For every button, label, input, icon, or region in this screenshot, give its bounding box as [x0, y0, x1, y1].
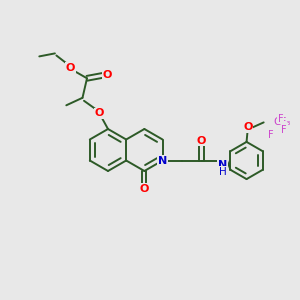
Text: O: O	[66, 63, 75, 73]
Text: F: F	[278, 114, 283, 124]
Text: O: O	[94, 108, 104, 118]
Text: F: F	[281, 125, 287, 135]
Text: N: N	[158, 155, 167, 166]
Text: F: F	[268, 130, 273, 140]
Text: O: O	[140, 184, 149, 194]
Text: O: O	[243, 122, 253, 132]
Text: N: N	[218, 160, 227, 170]
Text: O: O	[197, 136, 206, 146]
Text: O: O	[102, 70, 112, 80]
Text: CF₃: CF₃	[274, 117, 291, 128]
Text: H: H	[219, 167, 226, 177]
